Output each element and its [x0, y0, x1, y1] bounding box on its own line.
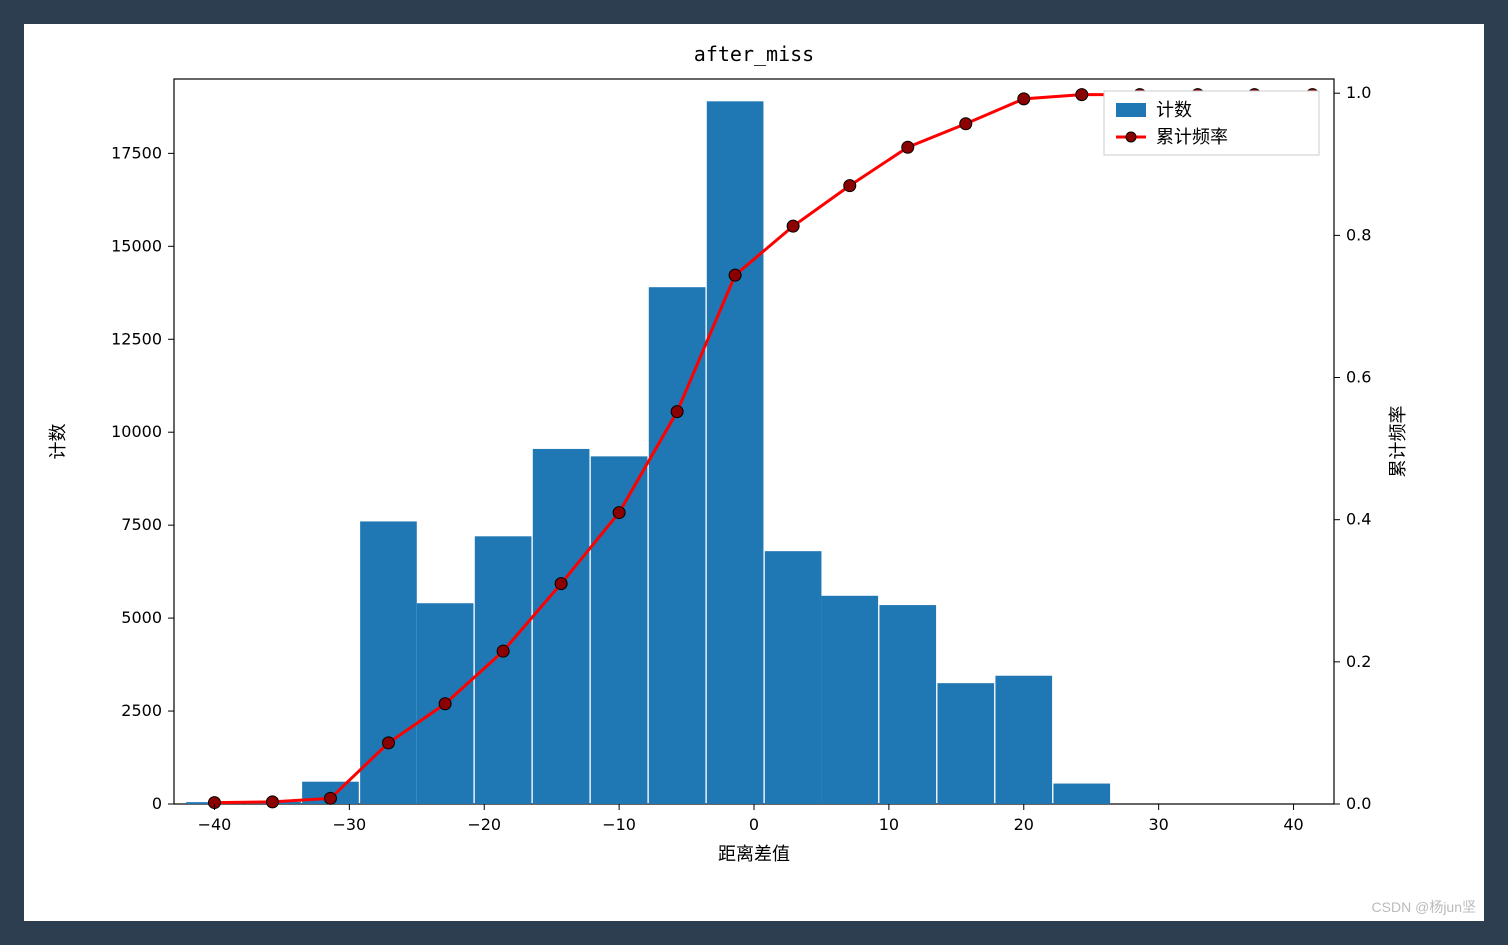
legend-swatch-marker	[1126, 132, 1136, 142]
y-left-tick-label: 17500	[111, 143, 162, 162]
chart-svg: −40 −30 −20 −10 0 10 20 30 40 0 2500 5000 7500 10000 1…	[24, 24, 1484, 921]
y-right-tick-label: 1.0	[1346, 83, 1371, 102]
cumulative-marker	[960, 118, 972, 130]
x-tick-label: −20	[467, 815, 501, 834]
y-right-tick-label: 0.4	[1346, 510, 1371, 529]
y-left-tick-label: 15000	[111, 236, 162, 255]
x-axis-label: 距离差值	[718, 844, 790, 864]
cumulative-marker	[439, 698, 451, 710]
chart-title: after_miss	[694, 42, 814, 66]
y-right-axis-label: 累计频率	[1388, 406, 1408, 478]
legend-label: 计数	[1156, 100, 1192, 120]
histogram-bar	[879, 605, 936, 804]
cumulative-marker	[844, 180, 856, 192]
cumulative-marker	[555, 578, 567, 590]
cumulative-marker	[324, 792, 336, 804]
histogram-bar	[707, 101, 764, 804]
histogram-bar	[533, 449, 590, 804]
y-left-axis-label: 计数	[48, 424, 68, 460]
y-left-tick-label: 7500	[121, 515, 162, 534]
histogram-bar	[821, 596, 878, 804]
y-left-tick-label: 10000	[111, 422, 162, 441]
x-tick-label: 0	[749, 815, 759, 834]
figure: −40 −30 −20 −10 0 10 20 30 40 0 2500 5000 7500 10000 1…	[24, 24, 1484, 921]
x-tick-label: 40	[1283, 815, 1303, 834]
y-right-tick-label: 0.8	[1346, 225, 1371, 244]
legend-swatch-bar	[1116, 103, 1146, 117]
outer-frame: −40 −30 −20 −10 0 10 20 30 40 0 2500 5000 7500 10000 1…	[0, 0, 1508, 945]
x-tick-label: −10	[602, 815, 636, 834]
y-left-tick-label: 2500	[121, 701, 162, 720]
cumulative-marker	[671, 406, 683, 418]
y-right-tick-label: 0.0	[1346, 794, 1371, 813]
y-right-tick-label: 0.6	[1346, 368, 1371, 387]
histogram-bar	[1053, 784, 1110, 804]
x-tick-label: 20	[1014, 815, 1034, 834]
watermark: CSDN @杨jun坚	[1372, 897, 1476, 917]
histogram-bar	[995, 676, 1052, 804]
y-right-tick-label: 0.2	[1346, 652, 1371, 671]
cumulative-marker	[729, 269, 741, 281]
legend-label: 累计频率	[1156, 127, 1228, 147]
cumulative-marker	[1018, 93, 1030, 105]
cumulative-marker	[1076, 89, 1088, 101]
x-tick-label: −40	[198, 815, 232, 834]
cumulative-marker	[382, 737, 394, 749]
cumulative-marker	[902, 141, 914, 153]
cumulative-marker	[787, 220, 799, 232]
x-tick-label: 10	[879, 815, 899, 834]
y-left-tick-label: 12500	[111, 329, 162, 348]
y-left-tick-label: 5000	[121, 608, 162, 627]
y-left-tick-label: 0	[152, 794, 162, 813]
cumulative-marker	[497, 645, 509, 657]
histogram-bar	[765, 551, 822, 804]
x-tick-label: 30	[1148, 815, 1168, 834]
cumulative-marker	[266, 796, 278, 808]
cumulative-marker	[613, 507, 625, 519]
x-tick-label: −30	[332, 815, 366, 834]
histogram-bar	[937, 683, 994, 804]
